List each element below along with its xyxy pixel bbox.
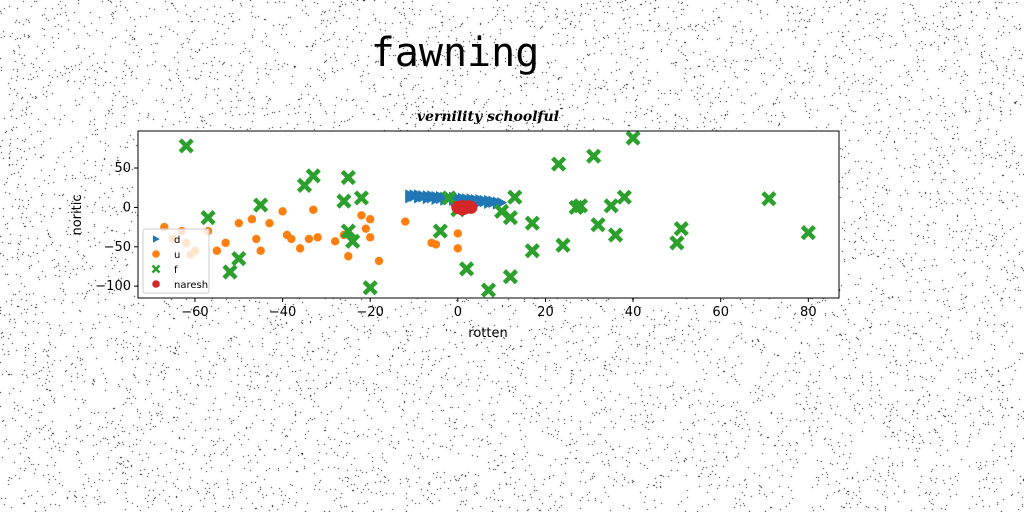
data-point-u: [344, 252, 353, 261]
x-tick-label: 80: [800, 305, 817, 320]
data-point-f: [340, 169, 356, 186]
data-point-u: [304, 234, 314, 244]
data-point-u: [309, 205, 318, 214]
legend-label: u: [174, 250, 180, 261]
legend-label: d: [174, 235, 180, 246]
data-point-u: [453, 244, 463, 253]
data-point-u: [357, 211, 366, 220]
data-point-d: [418, 191, 429, 203]
x-tick-label: 40: [625, 305, 642, 320]
data-point-f: [502, 269, 518, 285]
data-point-u: [401, 217, 410, 226]
data-point-f: [572, 198, 589, 214]
data-point-f: [761, 191, 777, 207]
data-point-u: [221, 238, 230, 248]
y-axis-label: noritic: [70, 194, 85, 235]
data-point-f: [551, 156, 567, 172]
data-point-f: [222, 264, 238, 280]
x-tick-label: −60: [181, 305, 208, 320]
data-point-d: [435, 193, 446, 205]
data-point-u: [374, 256, 384, 266]
data-point-f: [507, 189, 523, 205]
legend: duf naresh: [142, 228, 210, 294]
y-axis-ticks: 50 0 −50 −100: [95, 161, 138, 294]
data-point-f: [345, 233, 361, 249]
x-axis-label: rotten: [468, 326, 507, 341]
data-point-f: [353, 190, 370, 206]
data-point-f: [305, 168, 321, 184]
data-point-f: [340, 223, 356, 239]
y-tick-label: 0: [123, 200, 131, 215]
data-point-d: [479, 196, 490, 208]
data-point-u: [247, 215, 257, 224]
x-tick-label: −40: [269, 305, 296, 320]
data-point-f: [673, 221, 689, 237]
data-point-d: [427, 192, 438, 204]
axes-title: vernility schoolful: [417, 109, 559, 125]
data-point-f: [200, 210, 216, 226]
data-point-f: [441, 190, 457, 206]
legend-marker-d: [152, 235, 160, 243]
data-point-f: [590, 217, 606, 233]
data-point-f: [616, 189, 632, 205]
data-point-f: [586, 148, 602, 164]
series-f: [178, 130, 816, 298]
data-point-u: [256, 246, 265, 255]
data-point-u: [330, 237, 340, 246]
series-naresh: [451, 200, 478, 216]
data-point-f: [362, 280, 378, 296]
data-point-u: [313, 233, 322, 242]
data-point-u: [431, 240, 441, 249]
x-tick-label: 0: [454, 305, 462, 320]
data-point-f: [800, 225, 816, 241]
plot-frame: [137, 130, 840, 299]
data-point-u: [265, 218, 274, 228]
y-tick-label: −50: [104, 240, 131, 255]
legend-label: f: [174, 265, 178, 276]
legend-marker-u: [152, 250, 160, 258]
y-tick-label: 50: [114, 161, 131, 176]
legend-box: [142, 228, 210, 294]
data-point-u: [366, 233, 375, 242]
data-point-f: [502, 210, 518, 226]
x-tick-label: −20: [356, 305, 383, 320]
data-point-u: [453, 229, 463, 238]
data-point-f: [231, 251, 247, 267]
x-tick-label: 60: [712, 305, 729, 320]
data-point-u: [287, 234, 296, 244]
data-point-f: [607, 227, 624, 243]
data-point-naresh: [455, 202, 469, 216]
data-point-f: [555, 237, 571, 253]
data-point-u: [361, 224, 371, 233]
data-point-f: [669, 235, 685, 251]
data-point-f: [480, 282, 497, 298]
data-point-u: [295, 244, 305, 253]
data-point-d: [488, 197, 499, 209]
data-point-f: [432, 223, 448, 239]
data-point-f: [524, 215, 540, 231]
legend-marker-naresh: [152, 280, 160, 288]
y-tick-label: −100: [95, 279, 131, 294]
x-axis-ticks: −60 −40 −20 0 20 40 60 80: [181, 298, 817, 320]
data-point-f: [625, 130, 641, 146]
data-point-d: [409, 190, 420, 202]
data-point-u: [234, 218, 243, 228]
data-point-u: [212, 246, 222, 255]
legend-label: naresh: [174, 280, 208, 291]
plot-marks: [160, 130, 816, 298]
data-point-f: [336, 193, 352, 209]
x-tick-label: 20: [537, 305, 554, 320]
data-point-f: [459, 261, 475, 277]
data-point-f: [253, 197, 269, 213]
data-point-u: [366, 215, 375, 224]
legend-marker-f: [151, 264, 161, 274]
data-point-f: [603, 198, 619, 214]
figure-title: fawning: [370, 30, 540, 76]
data-point-f: [524, 243, 540, 259]
data-point-f: [178, 138, 194, 154]
data-point-u: [278, 207, 287, 216]
data-point-u: [252, 234, 261, 244]
